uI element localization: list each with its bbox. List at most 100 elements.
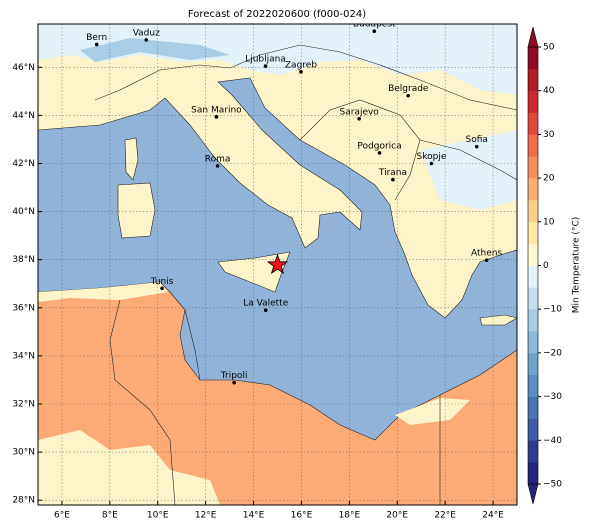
city-dot [214, 115, 219, 119]
city-dot [377, 151, 382, 155]
lon-tick-label: 6°E [54, 511, 70, 521]
city-label: Sarajevo [340, 107, 380, 117]
city-dot [372, 29, 377, 34]
colorbar-tick-label: 20 [543, 174, 555, 184]
crete [479, 314, 517, 326]
lat-tick-label: 46°N [12, 63, 35, 73]
lat-tick-label: 30°N [12, 448, 35, 458]
colorbar-tick-label: 0 [543, 261, 549, 271]
lon-tick-label: 12°E [195, 511, 217, 521]
border [94, 44, 517, 111]
colorbar-tick-label: −20 [543, 348, 562, 358]
border [299, 99, 421, 201]
colorbar-segment [528, 265, 538, 288]
lon-tick-label: 18°E [339, 511, 361, 521]
city-label: Zagreb [285, 60, 317, 70]
city-label: Belgrade [388, 84, 429, 94]
border [184, 309, 201, 381]
sardinia [117, 182, 156, 239]
city-label: Tripoli [220, 371, 248, 381]
city-label: Vaduz [133, 28, 160, 38]
colorbar-segment [528, 331, 538, 354]
africa [38, 281, 517, 505]
city-label: La Valette [243, 299, 288, 309]
lat-tick-label: 34°N [12, 351, 35, 361]
city-label: Athens [471, 249, 502, 259]
city-label: Sofia [466, 135, 488, 145]
colorbar-tick-label: −30 [543, 392, 562, 402]
alps-cold [80, 38, 230, 62]
city-dot [215, 164, 220, 168]
lat-tick-label: 44°N [12, 111, 35, 121]
map-frame [37, 23, 518, 506]
city-dot [299, 70, 303, 74]
city-label: San Marino [191, 105, 242, 115]
lon-tick-label: 20°E [386, 511, 408, 521]
colorbar-tick-label: −40 [543, 436, 562, 446]
corsica [124, 137, 139, 181]
star-marker [266, 253, 289, 275]
colorbar-segment [528, 309, 538, 332]
lon-tick-label: 8°E [102, 511, 118, 521]
lat-tick-label: 42°N [12, 159, 35, 169]
inland-mild [395, 398, 470, 425]
colorbar-segment [528, 199, 538, 223]
lon-tick-label: 14°E [243, 511, 265, 521]
colorbar-segment [528, 418, 538, 441]
title: Forecast of 2022020600 (f000-024) [188, 9, 366, 20]
city-dot [144, 38, 149, 42]
inland-mild [38, 430, 220, 505]
colorbar-segment [528, 462, 538, 485]
city-dot [94, 42, 99, 47]
city-dot [484, 258, 489, 262]
city-dot [474, 144, 479, 149]
colorbar-segment [528, 178, 538, 201]
border [419, 139, 517, 181]
lon-tick-label: 22°E [434, 511, 456, 521]
colorbar-segment [528, 112, 538, 135]
city-dot [263, 64, 268, 68]
city-label: Budapest [353, 20, 396, 30]
city-label: Tirana [378, 168, 407, 178]
colorbar-extend-bottom [527, 483, 539, 505]
colorbar-tick-label: −50 [543, 480, 562, 490]
colorbar-segment [528, 90, 538, 113]
city-label: Ljubljana [245, 55, 286, 65]
lat-tick-label: 28°N [12, 496, 35, 506]
lat-tick-label: 40°N [12, 207, 35, 217]
colorbar-segment [528, 243, 538, 266]
coastal-mild [38, 282, 168, 302]
city-dot [357, 116, 361, 121]
lon-tick-label: 16°E [291, 511, 313, 521]
colorbar-segment [528, 287, 538, 310]
colorbar-tick-label: 40 [543, 86, 555, 96]
colorbar-segment [528, 396, 538, 419]
lon-tick-label: 24°E [482, 511, 504, 521]
city-label: Tunis [150, 277, 174, 287]
city-label: Skopje [417, 152, 447, 162]
colorbar-segment [528, 374, 538, 397]
colorbar-extend-top [527, 26, 539, 48]
city-label: Bern [86, 33, 107, 43]
colorbar-tick-label: −10 [543, 305, 562, 315]
city-dot [429, 161, 434, 166]
colorbar-segment [528, 221, 538, 244]
city-label: Roma [205, 154, 231, 164]
lat-tick-label: 38°N [12, 255, 35, 265]
city-dot [406, 93, 411, 98]
lat-tick-label: 36°N [12, 303, 35, 313]
colorbar-tick-label: 30 [543, 130, 555, 140]
city-dot [160, 286, 164, 291]
city-dot [263, 308, 268, 312]
colorbar-tick-label: 50 [543, 43, 555, 53]
city-label: Podgorica [357, 141, 401, 151]
lon-tick-label: 10°E [147, 511, 169, 521]
colorbar-segment [528, 440, 538, 463]
colorbar-segment [528, 134, 538, 157]
colorbar-segment [528, 156, 538, 179]
colorbar-segment [528, 68, 538, 91]
lat-tick-label: 32°N [12, 399, 35, 409]
border [109, 299, 176, 505]
